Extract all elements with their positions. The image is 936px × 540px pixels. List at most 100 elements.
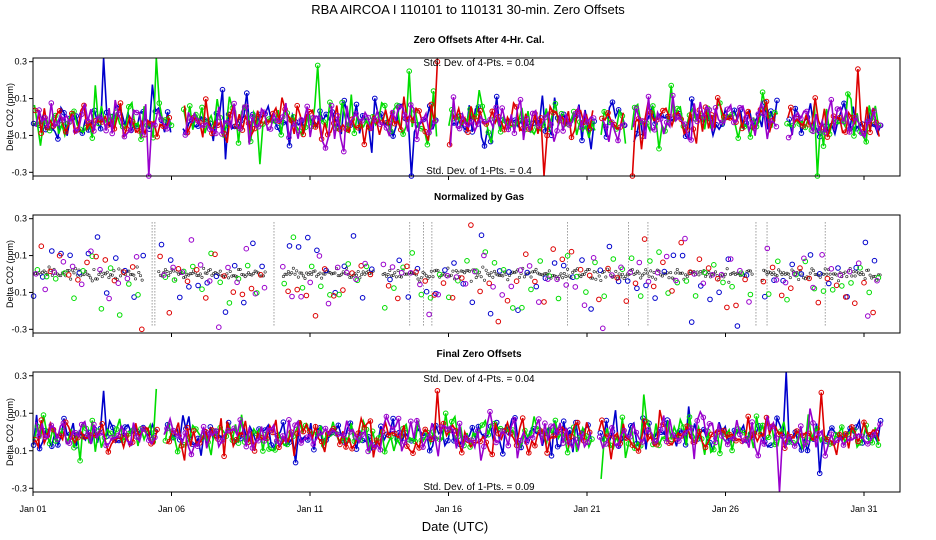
reference-point	[248, 272, 252, 276]
data-point	[574, 419, 581, 426]
data-point	[834, 437, 841, 444]
data-point	[615, 442, 621, 449]
data-point	[231, 425, 237, 432]
reference-point	[762, 268, 766, 272]
data-point	[828, 431, 835, 438]
data-point	[401, 439, 408, 446]
data-point	[643, 282, 649, 289]
data-point	[206, 126, 213, 132]
data-point	[54, 436, 61, 442]
data-point	[72, 128, 79, 134]
reference-point	[67, 268, 71, 272]
reference-point	[433, 269, 437, 273]
reference-point	[94, 277, 98, 281]
data-point	[113, 426, 120, 433]
data-point	[55, 136, 61, 142]
data-point	[179, 269, 186, 276]
panel-zero-offsets-after-cal: Zero Offsets After 4-Hr. Cal. Delta CO2 …	[5, 35, 901, 180]
data-point	[199, 286, 205, 293]
data-point	[322, 425, 329, 432]
data-point	[487, 310, 494, 317]
data-point	[628, 255, 635, 262]
data-point	[536, 416, 542, 422]
data-point	[519, 304, 525, 311]
data-point	[334, 431, 341, 438]
reference-point	[119, 274, 123, 278]
data-point	[389, 109, 396, 116]
data-point	[824, 134, 831, 140]
data-point	[328, 102, 335, 109]
data-point	[304, 434, 311, 441]
chart-title: RBA AIRCOA I 110101 to 110131 30-min. Ze…	[311, 2, 625, 17]
data-point	[462, 121, 469, 128]
reference-point	[434, 268, 438, 272]
data-point	[481, 143, 488, 149]
data-point	[121, 429, 128, 436]
data-point	[564, 449, 571, 456]
data-point	[731, 435, 737, 442]
reference-point	[59, 274, 63, 278]
data-point	[174, 448, 181, 455]
reference-point	[140, 278, 144, 282]
data-point	[652, 295, 658, 301]
data-point	[559, 256, 566, 263]
data-point	[52, 276, 59, 282]
data-point	[702, 444, 709, 451]
reference-point	[685, 275, 689, 279]
data-point	[66, 440, 73, 446]
data-point	[38, 243, 45, 249]
reference-point	[865, 268, 869, 272]
reference-point	[496, 273, 500, 277]
data-point	[408, 418, 414, 425]
reference-point	[384, 274, 388, 278]
reference-point	[679, 271, 683, 275]
data-point	[500, 451, 506, 457]
data-point	[72, 430, 79, 436]
data-point	[359, 118, 365, 124]
data-point	[243, 103, 250, 110]
data-point	[578, 124, 585, 131]
data-point	[875, 442, 882, 448]
data-point	[619, 414, 626, 421]
reference-point	[564, 274, 568, 278]
data-point	[700, 114, 707, 120]
data-point	[336, 291, 342, 298]
reference-point	[404, 272, 408, 276]
reference-point	[95, 277, 99, 281]
reference-point	[710, 273, 714, 277]
data-point	[286, 142, 293, 149]
data-point	[798, 271, 805, 277]
reference-point	[582, 272, 586, 276]
x-tick-label: Jan 16	[435, 504, 462, 514]
data-point	[288, 117, 294, 124]
data-point	[129, 264, 136, 270]
data-point	[481, 118, 487, 125]
data-point	[849, 424, 855, 430]
data-point	[164, 425, 170, 432]
data-point	[178, 443, 185, 449]
data-point	[267, 126, 274, 132]
y-tick-label: -0.3	[11, 483, 27, 493]
data-point	[280, 433, 286, 439]
data-point	[840, 118, 847, 125]
data-point	[56, 252, 63, 259]
data-point	[489, 108, 496, 115]
data-point	[819, 252, 825, 258]
data-point	[749, 419, 755, 425]
reference-point	[117, 267, 121, 271]
data-point	[683, 278, 690, 284]
data-point	[126, 281, 132, 287]
data-point	[166, 310, 173, 316]
reference-point	[853, 274, 857, 278]
data-point	[292, 459, 299, 466]
data-point	[97, 266, 103, 273]
data-point	[609, 425, 615, 431]
data-point	[353, 276, 359, 283]
reference-point	[552, 274, 556, 278]
data-point	[444, 272, 451, 279]
x-axis-ticks	[32, 492, 865, 496]
reference-point	[767, 270, 771, 274]
data-point	[61, 110, 67, 116]
data-point	[747, 134, 754, 140]
reference-point	[594, 277, 598, 281]
